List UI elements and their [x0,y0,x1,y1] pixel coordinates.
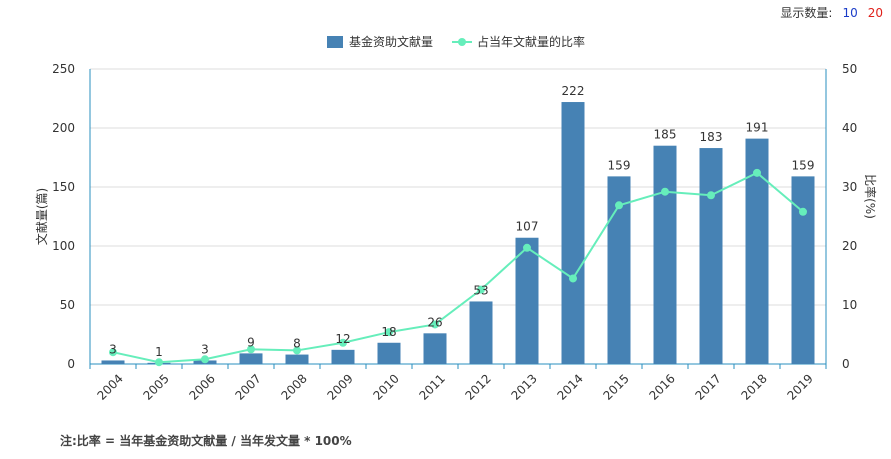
bar-data-label: 18 [381,325,396,339]
legend-bar-swatch [327,36,343,48]
bar[interactable] [561,102,585,364]
x-tick-label: 2007 [232,371,263,402]
display-count-option-20[interactable]: 20 [867,5,883,20]
y-left-tick-label: 100 [52,239,75,253]
x-tick-label: 2006 [186,371,217,402]
display-count-bar: 显示数量: 10 20 [780,4,883,21]
legend-line-marker [458,38,466,46]
bar-data-label: 53 [473,283,488,297]
x-tick-label: 2011 [416,371,447,402]
x-tick-label: 2018 [738,371,769,402]
x-tick-label: 2010 [370,371,401,402]
bar[interactable] [331,349,355,364]
ratio-point[interactable] [661,187,669,196]
bar-series [101,102,815,364]
x-tick-label: 2013 [508,371,539,402]
footnote: 注:比率 = 当年基金资助文献量 / 当年发文量 * 100% [60,434,352,448]
bar[interactable] [607,176,631,364]
y-right-tick-label: 30 [842,180,857,194]
x-tick-label: 2015 [600,371,631,402]
bar-data-label: 107 [516,220,539,234]
display-count-label: 显示数量: [780,6,833,20]
ratio-point[interactable] [569,274,577,283]
ratio-point[interactable] [109,348,117,357]
ratio-point[interactable] [523,243,531,252]
ratio-point[interactable] [615,201,623,210]
bar[interactable] [239,353,263,364]
x-tick-label: 2017 [692,371,723,402]
bar[interactable] [515,237,539,364]
y-right-tick-label: 20 [842,239,857,253]
bar[interactable] [653,145,677,364]
bar[interactable] [699,148,723,364]
y-right-axis-title: 比率(%) [863,174,878,219]
x-tick-label: 2012 [462,371,493,402]
y-left-tick-label: 0 [67,357,75,371]
ratio-point[interactable] [431,320,439,329]
bar-data-label: 159 [608,158,631,172]
bar-data-label: 3 [109,342,117,356]
bar[interactable] [285,354,309,364]
line-series [109,168,807,367]
legend-line-label[interactable]: 占当年文献量的比率 [477,34,585,49]
y-left-tick-label: 250 [52,62,75,76]
y-left-axis-title: 文献量(篇) [34,188,49,245]
bar[interactable] [101,360,125,364]
x-tick-label: 2019 [784,371,815,402]
ratio-point[interactable] [707,191,715,200]
y-right-tick-label: 0 [842,357,850,371]
ratio-point[interactable] [477,285,485,294]
bar-data-label: 191 [746,121,769,135]
x-tick-label: 2014 [554,371,585,402]
bar-data-label: 222 [562,84,585,98]
x-tick-label: 2008 [278,371,309,402]
x-tick-label: 2016 [646,371,677,402]
ratio-point[interactable] [247,345,255,354]
ratio-point[interactable] [155,358,163,367]
chart: 0 50 100 150 200 250 0 10 20 30 40 50 2004 2005 2006 20… [34,34,878,403]
bar-data-label: 8 [293,337,301,351]
x-tick-label: 2009 [324,371,355,402]
data-labels: 3 1 3 9 8 12 18 26 53 107 222 159 185 183 191 159 [109,84,814,359]
display-count-option-10[interactable]: 10 [842,5,858,20]
bar-data-label: 9 [247,335,255,349]
bar[interactable] [377,342,401,364]
ratio-point[interactable] [201,355,209,364]
legend-bar-label[interactable]: 基金资助文献量 [349,34,433,49]
ratio-point[interactable] [799,207,807,216]
y-left-tick-label: 50 [60,298,75,312]
bar[interactable] [745,138,769,364]
bar-data-label: 12 [335,332,350,346]
bar-data-label: 183 [700,130,723,144]
bar[interactable] [791,176,815,364]
bar-data-label: 1 [155,345,163,359]
ratio-line [112,171,804,364]
bar-data-label: 185 [654,128,677,142]
bar[interactable] [469,301,493,364]
y-right-tick-label: 10 [842,298,857,312]
bar[interactable] [423,333,447,364]
ratio-point[interactable] [339,338,347,347]
y-right-tick-label: 40 [842,121,857,135]
ratio-point[interactable] [753,168,761,177]
x-tick-label: 2005 [140,371,171,402]
ratio-point[interactable] [293,346,301,355]
bar-data-label: 26 [427,315,442,329]
bar-data-label: 159 [792,158,815,172]
y-left-tick-label: 200 [52,121,75,135]
ratio-point[interactable] [385,328,393,337]
y-left-tick-label: 150 [52,180,75,194]
y-right-tick-label: 50 [842,62,857,76]
x-tick-label: 2004 [94,371,125,402]
bar-data-label: 3 [201,342,209,356]
legend: 基金资助文献量 占当年文献量的比率 [327,34,585,49]
